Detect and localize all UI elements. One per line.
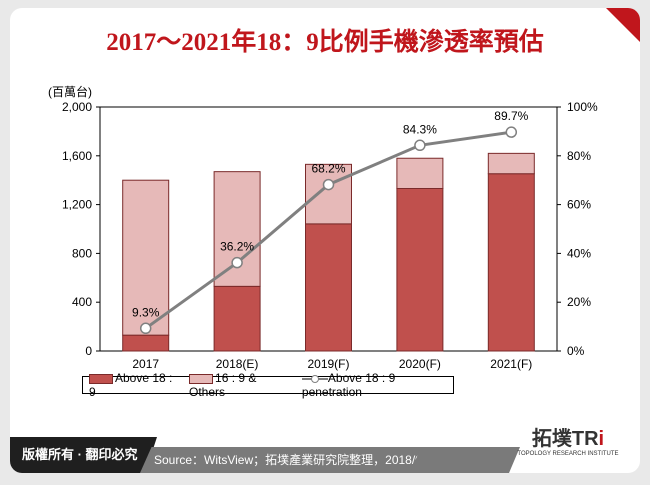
y-tick-label: 0 [85, 344, 92, 358]
corner-accent [606, 8, 640, 42]
bar-above-18-9 [487, 173, 535, 352]
penetration-point [231, 256, 243, 269]
bar-16-9-others [305, 163, 352, 225]
x-tick-label: 2018(E) [216, 357, 259, 371]
y2-tick-label: 0% [567, 344, 585, 358]
penetration-point [414, 139, 426, 152]
bar-16-9-others [122, 179, 170, 336]
y-tick-label: 1,200 [62, 198, 92, 212]
penetration-point [139, 322, 152, 335]
legend-item-16-9-others: 16 : 9 & Others [189, 371, 257, 399]
x-tick-label: 2019(F) [307, 357, 349, 371]
y-tick-label: 800 [72, 246, 92, 260]
y-axis-unit: (百萬台) [48, 84, 92, 99]
x-tick-label: 2021(F) [490, 357, 532, 371]
y2-tick-label: 20% [567, 295, 591, 309]
penetration-point [505, 126, 518, 138]
y2-tick-label: 60% [567, 198, 591, 212]
chart-title: 2017～2021年18：9比例手機滲透率預估 [106, 29, 544, 56]
y-tick-label: 1,600 [62, 149, 92, 163]
source-note: Source：WitsView；拓墣產業研究院整理，2018/02 [140, 447, 429, 473]
bar-16-9-others [487, 152, 535, 175]
footer-bar [410, 447, 520, 473]
y2-tick-label: 100% [567, 100, 598, 114]
y2-tick-label: 80% [567, 149, 591, 163]
legend-item-penetration: Above 18 : 9 penetration [301, 371, 396, 399]
y-tick-label: 2,000 [62, 100, 92, 114]
bar-16-9-others [213, 171, 261, 287]
copyright-notice: 版權所有 · 翻印必究 [10, 437, 157, 473]
x-tick-label: 2020(F) [399, 357, 441, 371]
x-tick-label: 2017 [132, 357, 159, 371]
penetration-label: 84.3% [403, 122, 437, 136]
bar-above-18-9 [396, 187, 444, 352]
bar-above-18-9 [122, 334, 170, 352]
legend-item-above-18-9: Above 18 : 9 [89, 371, 173, 399]
penetration-label: 89.7% [494, 109, 528, 123]
bar-above-18-9 [305, 223, 352, 352]
bar-above-18-9 [213, 285, 261, 352]
penetration-point [322, 178, 335, 191]
y2-tick-label: 40% [567, 246, 591, 260]
y-tick-label: 400 [72, 295, 92, 309]
logo: 拓墣TRi TOPOLOGY RESEARCH INSTITUTE [517, 428, 619, 457]
penetration-label: 9.3% [132, 305, 160, 319]
penetration-label: 68.2% [311, 162, 345, 176]
bar-16-9-others [396, 157, 444, 189]
penetration-label: 36.2% [220, 240, 254, 254]
legend: Above 18 : 9 16 : 9 & Others Above 18 : … [82, 371, 454, 399]
